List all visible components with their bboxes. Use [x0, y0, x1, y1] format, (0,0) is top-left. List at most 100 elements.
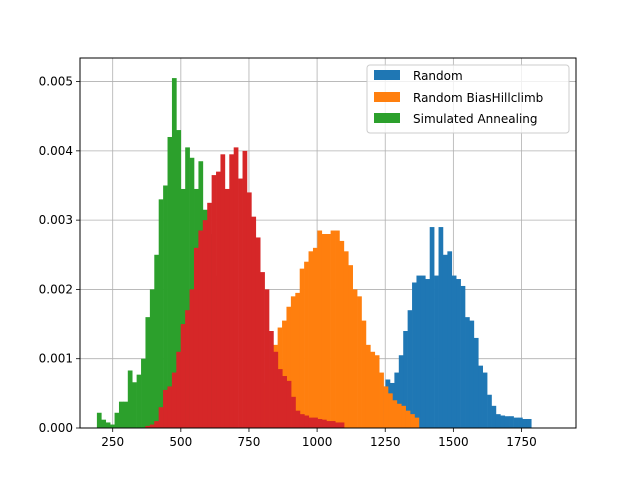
histogram-bar-series-3: [171, 372, 177, 428]
histogram-bar-series-0: [416, 275, 422, 428]
histogram-bar-series-3: [176, 351, 182, 428]
histogram-bar-series-3: [264, 289, 270, 428]
histogram-bar-series-3: [286, 380, 292, 428]
y-tick-label: 0.000: [39, 421, 73, 435]
histogram-bar-series-0: [491, 405, 497, 428]
histogram-bar-series-0: [434, 275, 439, 428]
histogram-bar-series-2: [154, 254, 160, 428]
histogram-bar-series-2: [180, 188, 186, 428]
y-tick-label: 0.005: [39, 75, 73, 89]
histogram-bar-series-1: [290, 296, 296, 428]
histogram-bar-series-0: [407, 310, 413, 428]
legend-swatch-random: [374, 70, 400, 80]
histogram-bar-series-1: [401, 405, 406, 428]
histogram-bar-series-3: [229, 154, 235, 429]
histogram-bar-series-3: [154, 421, 159, 428]
histogram-bar-series-2: [167, 136, 173, 428]
histogram-bar-series-3: [335, 422, 340, 428]
histogram-bar-series-0: [500, 415, 506, 428]
histogram-bar-series-3: [330, 421, 336, 428]
histogram-bar-series-2: [118, 401, 124, 428]
histogram-bar-series-2: [185, 147, 190, 428]
histogram-bar-series-1: [365, 344, 371, 428]
histogram-bar-series-3: [185, 310, 190, 428]
histogram-bar-series-0: [465, 317, 470, 428]
histogram-bar-series-3: [158, 407, 164, 428]
histogram-bar-series-0: [447, 251, 453, 428]
histogram-bar-series-0: [429, 227, 435, 428]
histogram-bar-series-3: [269, 330, 274, 428]
histogram-bar-series-3: [255, 237, 261, 428]
histogram-bar-series-0: [438, 227, 444, 428]
histogram-bar-series-3: [242, 150, 248, 428]
histogram-bar-series-3: [180, 324, 186, 428]
histogram-bar-series-1: [317, 230, 323, 428]
histogram-bar-series-2: [171, 78, 177, 429]
plot-frame: [79, 57, 577, 429]
histogram-bar-series-1: [312, 247, 318, 428]
histogram-bar-series-1: [410, 414, 415, 428]
histogram-bar-series-2: [176, 130, 182, 428]
x-tick-label: 500: [169, 435, 192, 449]
histogram-bar-series-3: [211, 175, 217, 428]
histogram-bar-series-0: [456, 279, 461, 428]
x-tick-label: 750: [238, 435, 261, 449]
histogram-bar-series-1: [396, 403, 402, 428]
histogram-bar-series-3: [295, 410, 301, 428]
histogram-bar-series-2: [136, 374, 142, 428]
histogram-bar-series-1: [405, 410, 411, 428]
histogram-bar-series-3: [291, 396, 296, 428]
histogram-bar-series-0: [425, 279, 431, 428]
histogram-bar-series-1: [286, 306, 292, 428]
histogram-bar-series-0: [442, 254, 448, 428]
histogram-bar-series-3: [202, 220, 208, 428]
histogram-bar-series-3: [322, 419, 327, 428]
x-tick-label: 1750: [506, 435, 537, 449]
x-tick-label: 1500: [438, 435, 469, 449]
histogram-bar-series-1: [370, 351, 376, 428]
histogram-bar-series-2: [110, 424, 115, 428]
histogram-bar-series-0: [495, 414, 501, 428]
histogram-bar-series-0: [518, 417, 523, 428]
y-tick-label: 0.003: [39, 213, 73, 227]
histogram-bar-series-3: [313, 417, 318, 428]
histogram-bar-series-0: [420, 275, 426, 428]
histogram-bar-series-1: [330, 230, 336, 428]
histogram-bar-series-3: [167, 386, 173, 428]
legend-swatch-random-biashillclimb: [374, 92, 400, 102]
histogram-bar-series-1: [343, 251, 349, 428]
histogram-bar-series-2: [114, 412, 120, 428]
histogram-bar-series-3: [193, 247, 199, 428]
histogram-bar-series-0: [478, 365, 483, 428]
histogram-bar-series-3: [277, 369, 283, 428]
histogram-bar-series-3: [304, 415, 310, 428]
histogram-bar-series-3: [145, 425, 151, 428]
x-tick-label: 1250: [370, 435, 401, 449]
histogram-bar-series-3: [220, 154, 226, 429]
histogram-bar-series-2: [149, 289, 155, 428]
histogram-bar-series-3: [273, 351, 279, 428]
histogram-bar-series-1: [357, 296, 362, 428]
histogram-bar-series-3: [308, 417, 314, 428]
histogram-bar-series-0: [451, 275, 457, 428]
histogram-bar-series-3: [251, 216, 257, 428]
histogram-bar-series-2: [127, 370, 133, 428]
legend-label-simulated-annealing: Simulated Annealing: [413, 112, 538, 126]
histogram-bar-series-1: [361, 320, 367, 428]
legend: Random Random BiasHillclimb Simulated An…: [366, 64, 570, 134]
histogram-bar-series-0: [398, 355, 404, 428]
histogram-bar-series-1: [392, 400, 398, 428]
histogram-bar-series-0: [412, 282, 417, 428]
histogram-bar-series-2: [123, 401, 129, 428]
histogram-bar-series-1: [321, 233, 327, 428]
legend-swatch-simulated-annealing: [374, 113, 400, 123]
histogram-bar-series-1: [282, 320, 287, 428]
histogram-bar-series-1: [335, 230, 340, 428]
histogram-bar-series-1: [374, 355, 380, 428]
x-tick-label: 1000: [302, 435, 333, 449]
histogram-bar-series-1: [352, 289, 358, 428]
legend-frame: [366, 64, 570, 134]
y-tick-label: 0.002: [39, 282, 73, 296]
histogram-bar-series-1: [379, 372, 384, 428]
histogram-bar-series-3: [317, 418, 323, 428]
